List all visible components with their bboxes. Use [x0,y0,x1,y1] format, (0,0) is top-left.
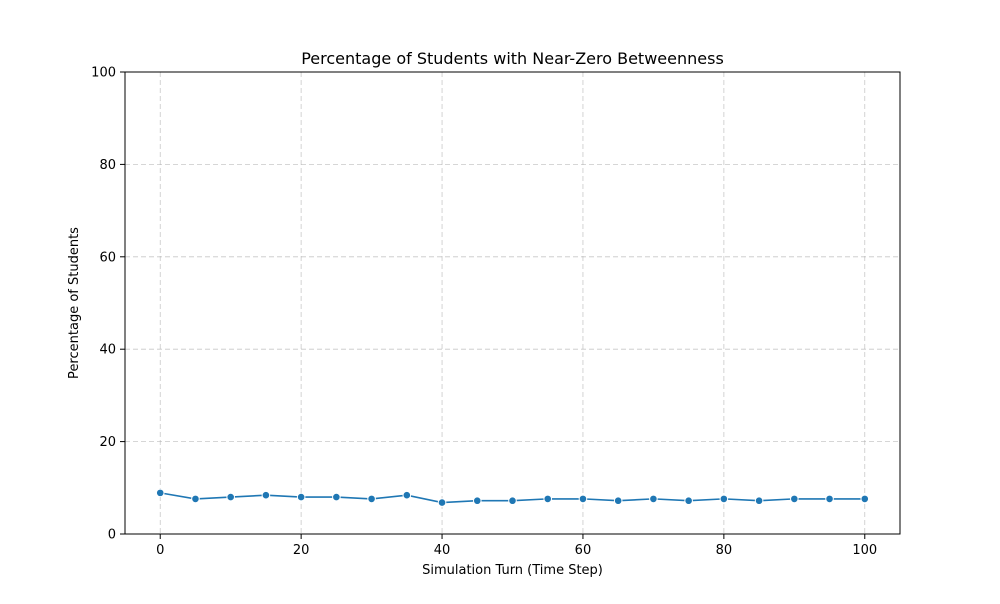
y-tick-label: 80 [99,158,116,173]
data-point [649,494,658,504]
data-point [472,496,482,506]
y-tick-label: 0 [108,528,116,543]
data-point [719,494,729,504]
plot-frame [124,71,901,535]
tick-layer: 0 20 40 60 80 100 0 20 40 60 80 100 [91,66,877,559]
data-point [191,494,200,504]
data-point [790,494,799,504]
data-point [684,496,693,506]
x-tick-label: 80 [716,543,733,558]
data-point [613,496,623,506]
y-axis-label: Percentage of Students [67,227,82,379]
chart-title: Percentage of Students with Near-Zero Be… [301,49,724,68]
data-point [754,496,764,506]
y-tick-label: 40 [99,343,116,358]
data-point [261,490,271,500]
data-point [508,496,517,506]
data-point [226,492,235,502]
data-point [367,494,376,504]
y-tick-label: 100 [91,66,116,81]
data-point [296,492,306,502]
data-point [437,498,447,507]
data-point [543,494,553,504]
x-axis-label: Simulation Turn (Time Step) [422,563,603,578]
y-tick-label: 60 [99,250,116,265]
x-tick-label: 20 [293,543,310,558]
data-point [155,488,165,498]
data-point [402,490,412,500]
x-tick-label: 60 [575,543,592,558]
y-tick-label: 20 [99,435,116,450]
data-point [860,494,870,504]
data-point [825,494,834,504]
x-tick-label: 0 [156,543,164,558]
data-point [578,494,588,504]
data-point [332,492,341,502]
series-layer [155,488,870,507]
x-tick-label: 40 [434,543,451,558]
x-tick-label: 100 [852,543,877,558]
